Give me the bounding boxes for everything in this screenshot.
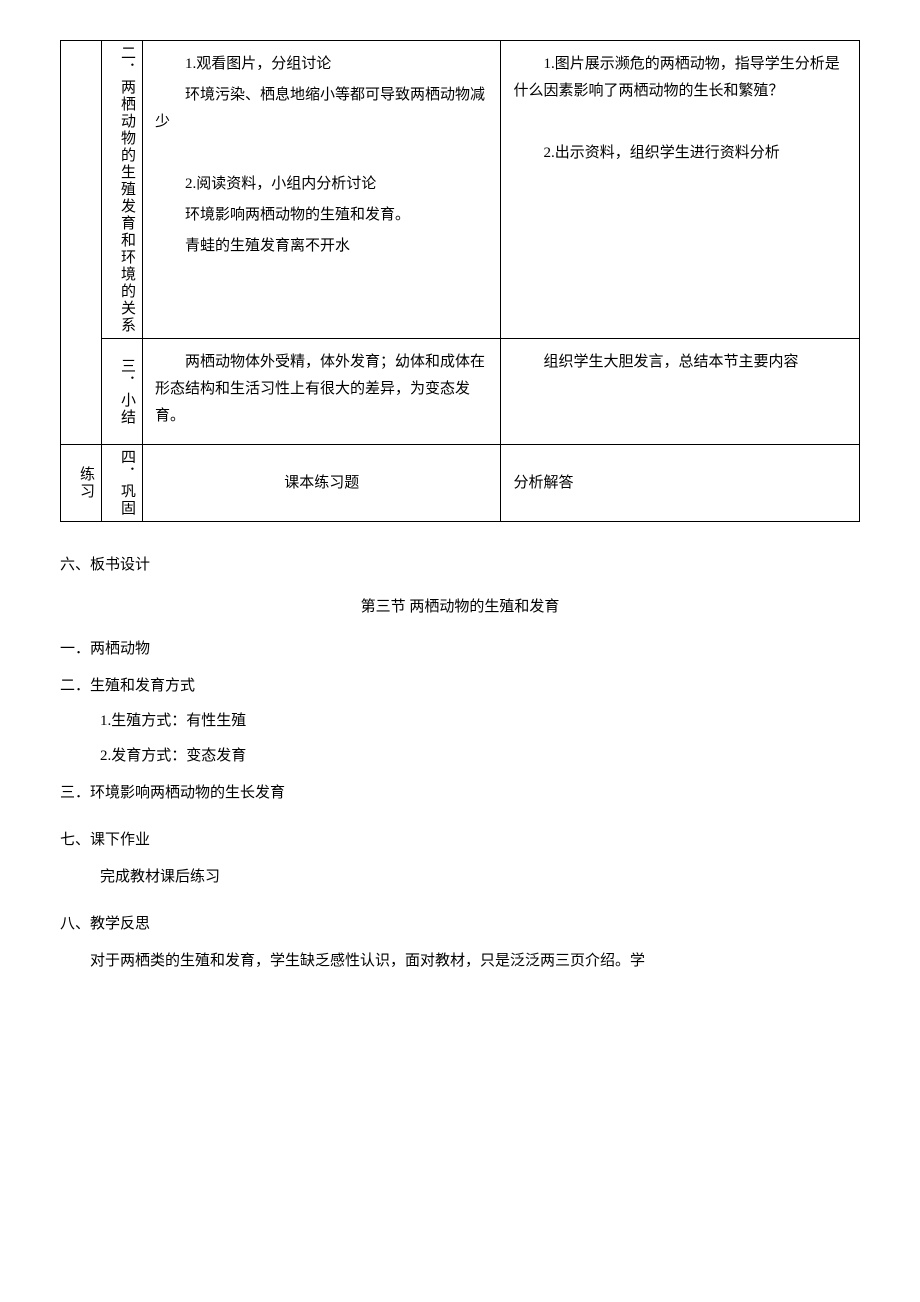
cell-text: 2.阅读资料，小组内分析讨论 <box>155 171 489 198</box>
cell-text <box>513 109 847 136</box>
section-eight-title: 八、教学反思 <box>60 911 860 938</box>
cell-text: 分析解答 <box>513 475 573 491</box>
cell-text: 两栖动物体外受精，体外发育；幼体和成体在形态结构和生活习性上有很大的差异，为变态… <box>155 349 489 430</box>
row2-col3: 两栖动物体外受精，体外发育；幼体和成体在形态结构和生活习性上有很大的差异，为变态… <box>142 339 501 445</box>
cell-text: 课本练习题 <box>284 475 359 491</box>
section-six-title: 六、板书设计 <box>60 552 860 579</box>
cell-text: 1.观看图片，分组讨论 <box>155 51 489 78</box>
row1-col1 <box>61 41 102 445</box>
cell-text <box>155 140 489 167</box>
cell-text: 环境污染、栖息地缩小等都可导致两栖动物减少 <box>155 82 489 136</box>
outline-item: 一．两栖动物 <box>60 636 860 663</box>
section-seven-content: 完成教材课后练习 <box>60 864 860 891</box>
outline-subitem: 1.生殖方式：有性生殖 <box>60 708 860 735</box>
row1-col3: 1.观看图片，分组讨论 环境污染、栖息地缩小等都可导致两栖动物减少 2.阅读资料… <box>142 41 501 339</box>
row3-col4: 分析解答 <box>501 445 860 522</box>
row3-col1: 练习 <box>61 445 102 522</box>
cell-text: 2.出示资料，组织学生进行资料分析 <box>513 140 847 167</box>
row3-col3: 课本练习题 <box>142 445 501 522</box>
row2-col4: 组织学生大胆发言，总结本节主要内容 <box>501 339 860 445</box>
cell-text: 青蛙的生殖发育离不开水 <box>155 233 489 260</box>
cell-text: 组织学生大胆发言，总结本节主要内容 <box>513 349 847 376</box>
section-eight-content: 对于两栖类的生殖和发育，学生缺乏感性认识，面对教材，只是泛泛两三页介绍。学 <box>60 948 860 975</box>
row1-col4: 1.图片展示濒危的两栖动物，指导学生分析是什么因素影响了两栖动物的生长和繁殖？ … <box>501 41 860 339</box>
cell-text: 环境影响两栖动物的生殖和发育。 <box>155 202 489 229</box>
section-seven-title: 七、课下作业 <box>60 827 860 854</box>
outline-item: 二．生殖和发育方式 <box>60 673 860 700</box>
outline-subitem: 2.发育方式：变态发育 <box>60 743 860 770</box>
table-row: 二．两栖动物的生殖发育和环境的关系 1.观看图片，分组讨论 环境污染、栖息地缩小… <box>61 41 860 339</box>
row2-col2: 三．小结 <box>101 339 142 445</box>
cell-text: 1.图片展示濒危的两栖动物，指导学生分析是什么因素影响了两栖动物的生长和繁殖？ <box>513 51 847 105</box>
table-row: 三．小结 两栖动物体外受精，体外发育；幼体和成体在形态结构和生活习性上有很大的差… <box>61 339 860 445</box>
table-row: 练习 四．巩固 课本练习题 分析解答 <box>61 445 860 522</box>
row1-col2: 二．两栖动物的生殖发育和环境的关系 <box>101 41 142 339</box>
lesson-plan-table: 二．两栖动物的生殖发育和环境的关系 1.观看图片，分组讨论 环境污染、栖息地缩小… <box>60 40 860 522</box>
row3-col2: 四．巩固 <box>101 445 142 522</box>
outline-item: 三．环境影响两栖动物的生长发育 <box>60 780 860 807</box>
lesson-title: 第三节 两栖动物的生殖和发育 <box>60 594 860 621</box>
